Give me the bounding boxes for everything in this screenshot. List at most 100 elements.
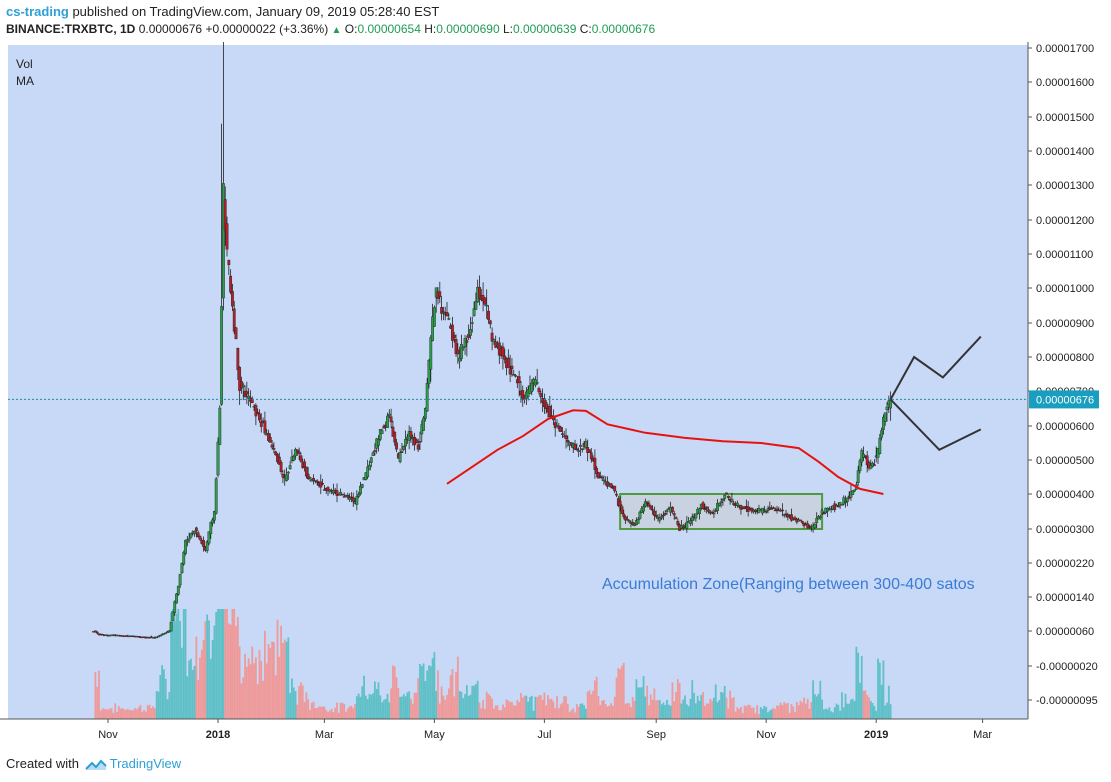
volume-bar (150, 708, 153, 719)
candle-body (725, 492, 728, 495)
volume-bar (631, 697, 634, 719)
candle (274, 450, 278, 456)
candle (800, 520, 804, 525)
candle (633, 522, 636, 527)
candle (178, 573, 182, 589)
volume-bar (157, 691, 160, 719)
candle (584, 438, 588, 450)
volume-bar (518, 702, 521, 719)
candle-body (714, 510, 718, 512)
candle-body (799, 519, 802, 522)
candle-body (865, 455, 869, 466)
candle (735, 500, 739, 508)
volume-bar (390, 688, 393, 719)
candle (445, 302, 449, 317)
candle-body (274, 451, 278, 456)
candle (620, 504, 624, 515)
volume-bar (810, 701, 813, 719)
candle-body (869, 465, 873, 469)
candle (339, 488, 343, 496)
candle-body (184, 539, 187, 554)
volume-bar (689, 698, 692, 719)
accumulation-zone-label: Accumulation Zone(Ranging between 300-40… (602, 576, 975, 593)
candle (232, 301, 236, 335)
candle-body (400, 451, 404, 453)
volume-bar (294, 691, 297, 719)
price-tick-label: 0.00001600 (1036, 77, 1094, 89)
volume-bar (676, 679, 679, 719)
candle (95, 631, 99, 635)
candle (680, 519, 683, 529)
volume-bar (705, 703, 708, 719)
candle (588, 449, 591, 454)
volume-bar (698, 700, 701, 719)
volume-bar (539, 695, 542, 719)
candle-body (663, 513, 667, 515)
volume-bar (747, 704, 750, 719)
author-link[interactable]: cs-trading (6, 4, 69, 19)
candle-body (820, 510, 824, 514)
candle-body (732, 502, 736, 506)
candle-body (456, 349, 460, 355)
volume-bar (399, 696, 402, 719)
candle-body (176, 585, 180, 595)
candle (730, 492, 734, 503)
candle-body (346, 495, 350, 498)
volume-bar (213, 625, 216, 719)
candle-body (631, 522, 635, 525)
candle (501, 342, 505, 370)
volume-bar (734, 711, 737, 719)
volume-bar (649, 694, 652, 719)
candle (494, 335, 498, 349)
candle (726, 495, 730, 501)
volume-bar (460, 691, 463, 719)
volume-bar (271, 641, 273, 719)
candle (315, 479, 319, 486)
candle-body (245, 391, 249, 395)
candle-body (232, 308, 236, 332)
volume-bar (785, 703, 787, 719)
footer: Created with TradingView (6, 756, 181, 771)
tradingview-brand[interactable]: TradingView (109, 756, 182, 771)
volume-bar (619, 669, 622, 719)
candle (575, 443, 579, 451)
price-tick-label: 0.00001300 (1036, 180, 1094, 192)
candle-body (225, 223, 229, 250)
price-tick-label: 0.00000900 (1036, 318, 1094, 330)
candle (690, 513, 694, 526)
candle-body (431, 316, 434, 342)
candle-body (652, 510, 656, 516)
candle-body (548, 406, 552, 418)
candle-body (297, 451, 301, 454)
candle (279, 459, 283, 475)
candle-body (465, 340, 469, 343)
volume-bar (550, 698, 553, 719)
volume-bar (626, 703, 629, 719)
candle (840, 503, 844, 506)
price-chart[interactable]: Vol MA Accumulation Zone(Ranging between 3… (0, 42, 1111, 747)
volume-bar (768, 710, 771, 719)
candle-body (553, 422, 557, 429)
volume-bar (538, 695, 540, 719)
candle (799, 519, 802, 522)
candle-body (256, 411, 260, 415)
candle (521, 385, 525, 407)
price-tick-label: 0.00000060 (1036, 626, 1094, 638)
candle-body (373, 450, 377, 452)
candle-body (369, 457, 373, 463)
chart-legend: Vol MA (16, 57, 34, 88)
candle (662, 511, 665, 521)
candle-body (662, 514, 665, 517)
candle (685, 516, 689, 533)
volume-bar (871, 703, 874, 719)
volume-bar (750, 707, 753, 719)
candle-body (573, 444, 577, 450)
volume-bar (584, 708, 587, 719)
volume-bar (208, 620, 210, 719)
candle-body (312, 477, 315, 481)
candle (312, 474, 315, 485)
candle (346, 492, 350, 500)
candle-body (229, 275, 233, 293)
candle-body (842, 497, 846, 505)
volume-bar (541, 699, 544, 719)
